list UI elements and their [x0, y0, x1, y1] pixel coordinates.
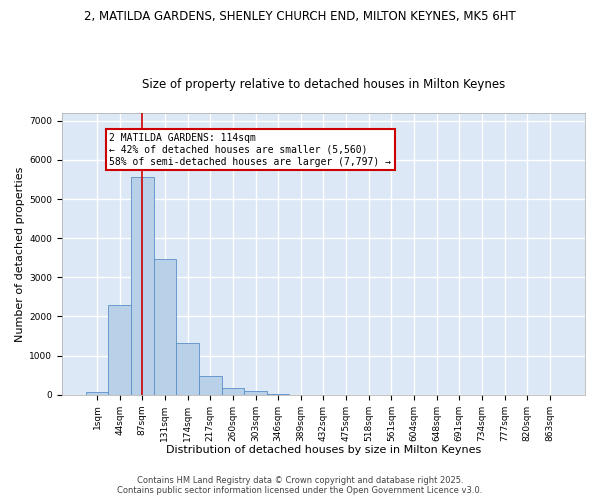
Y-axis label: Number of detached properties: Number of detached properties: [15, 166, 25, 342]
Bar: [86, 392, 109, 394]
Bar: [154, 260, 176, 394]
Bar: [109, 304, 131, 394]
Text: 2, MATILDA GARDENS, SHENLEY CHURCH END, MILTON KEYNES, MK5 6HT: 2, MATILDA GARDENS, SHENLEY CHURCH END, …: [84, 10, 516, 23]
X-axis label: Distribution of detached houses by size in Milton Keynes: Distribution of detached houses by size …: [166, 445, 481, 455]
Bar: [221, 388, 244, 394]
Title: Size of property relative to detached houses in Milton Keynes: Size of property relative to detached ho…: [142, 78, 505, 91]
Bar: [176, 344, 199, 394]
Bar: [199, 376, 221, 394]
Text: Contains HM Land Registry data © Crown copyright and database right 2025.
Contai: Contains HM Land Registry data © Crown c…: [118, 476, 482, 495]
Bar: [244, 391, 267, 394]
Text: 2 MATILDA GARDENS: 114sqm
← 42% of detached houses are smaller (5,560)
58% of se: 2 MATILDA GARDENS: 114sqm ← 42% of detac…: [109, 134, 391, 166]
Bar: [131, 177, 154, 394]
